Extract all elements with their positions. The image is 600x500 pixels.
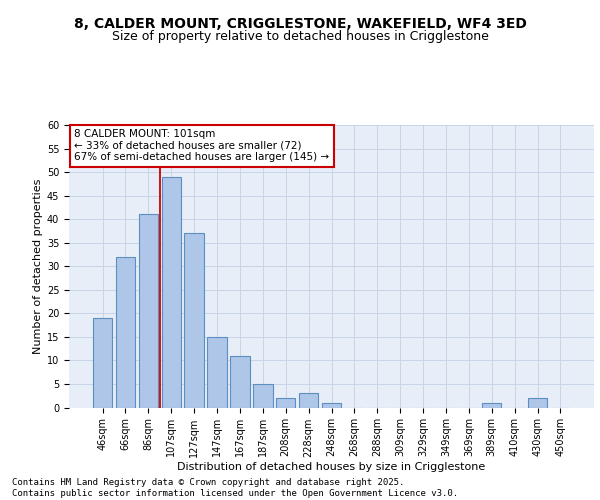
Bar [139,214,158,408]
Bar [230,356,250,408]
Bar [93,318,112,408]
Bar [528,398,547,407]
Text: Size of property relative to detached houses in Crigglestone: Size of property relative to detached ho… [112,30,488,43]
Bar [322,403,341,407]
Text: Contains HM Land Registry data © Crown copyright and database right 2025.
Contai: Contains HM Land Registry data © Crown c… [12,478,458,498]
Bar [161,177,181,408]
Bar [116,257,135,408]
Text: 8 CALDER MOUNT: 101sqm
← 33% of detached houses are smaller (72)
67% of semi-det: 8 CALDER MOUNT: 101sqm ← 33% of detached… [74,129,329,162]
X-axis label: Distribution of detached houses by size in Crigglestone: Distribution of detached houses by size … [178,462,485,472]
Y-axis label: Number of detached properties: Number of detached properties [32,178,43,354]
Bar [276,398,295,407]
Bar [482,403,502,407]
Bar [184,234,204,408]
Bar [299,394,319,407]
Text: 8, CALDER MOUNT, CRIGGLESTONE, WAKEFIELD, WF4 3ED: 8, CALDER MOUNT, CRIGGLESTONE, WAKEFIELD… [74,18,526,32]
Bar [253,384,272,407]
Bar [208,337,227,407]
